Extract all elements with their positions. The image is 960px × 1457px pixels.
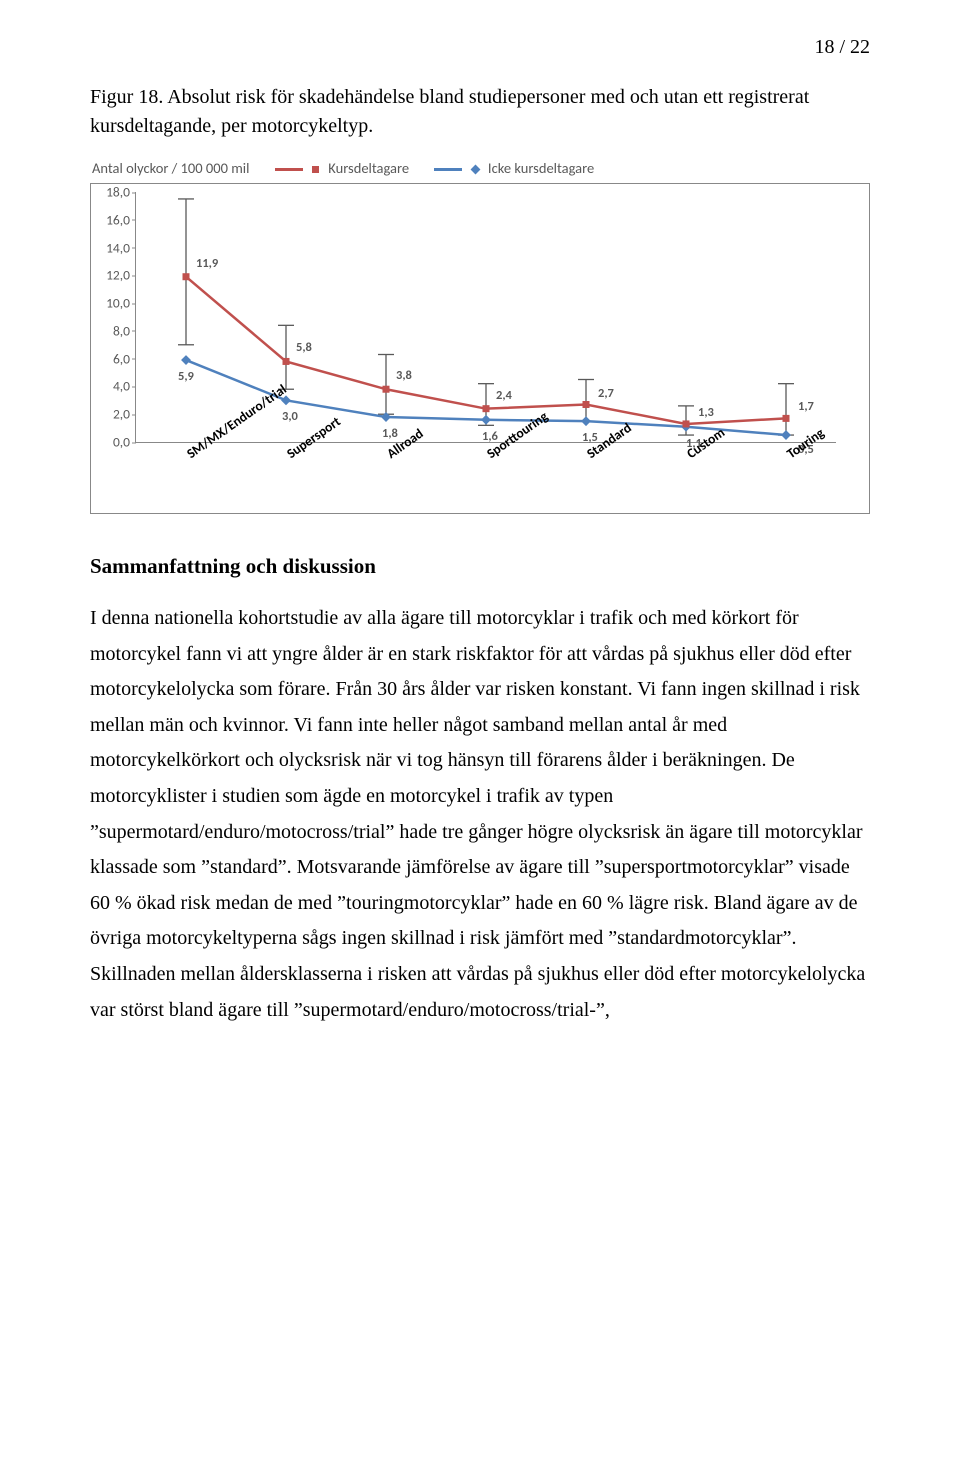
- data-label: 2,7: [598, 386, 614, 401]
- axis-title: Antal olyckor / 100 000 mil: [92, 159, 249, 177]
- data-label: 11,9: [196, 256, 218, 271]
- marker-series-a: [312, 166, 319, 173]
- y-tick: 18,0: [92, 184, 130, 201]
- data-label: 1,7: [798, 399, 814, 414]
- x-tick-label: Supersport: [283, 447, 294, 462]
- data-label: 5,9: [178, 369, 194, 384]
- x-tick-label: SM/MX/Enduro/trial: [183, 447, 194, 462]
- legend-label-b: Icke kursdeltagare: [488, 159, 594, 177]
- y-tick: 14,0: [92, 239, 130, 256]
- page-number: 18 / 22: [90, 36, 870, 59]
- y-tick: 12,0: [92, 267, 130, 284]
- plot-area: 0,02,04,06,08,010,012,014,016,018,011,95…: [135, 192, 836, 443]
- data-label: 3,0: [282, 409, 298, 424]
- swatch-series-b: [434, 168, 462, 171]
- marker-series-b: [470, 165, 480, 175]
- y-tick: 10,0: [92, 295, 130, 312]
- chart-legend: Antal olyckor / 100 000 mil Kursdeltagar…: [92, 159, 870, 177]
- chart-svg: [136, 192, 836, 442]
- x-tick-label: Allroad: [383, 447, 394, 462]
- swatch-series-a: [275, 168, 303, 171]
- x-tick-label: Sporttouring: [483, 447, 494, 462]
- figure-caption: Figur 18. Absolut risk för skadehändelse…: [90, 83, 870, 141]
- x-tick-label: Standard: [583, 447, 594, 462]
- legend-label-a: Kursdeltagare: [328, 159, 409, 177]
- x-axis-labels: SM/MX/Enduro/trial Supersport Allroad Sport…: [135, 443, 835, 513]
- y-tick: 8,0: [92, 322, 130, 339]
- data-label: 1,3: [698, 405, 714, 420]
- data-label: 5,8: [296, 340, 312, 355]
- x-tick-label: Custom: [683, 447, 694, 462]
- section-heading: Sammanfattning och diskussion: [90, 554, 870, 579]
- body-text: I denna nationella kohortstudie av alla …: [90, 601, 870, 1028]
- y-tick: 2,0: [92, 406, 130, 423]
- data-label: 3,8: [396, 368, 412, 383]
- x-tick-label: Touring: [783, 447, 794, 462]
- y-tick: 4,0: [92, 378, 130, 395]
- y-tick: 6,0: [92, 350, 130, 367]
- y-tick: 16,0: [92, 211, 130, 228]
- data-label: 2,4: [496, 388, 512, 403]
- y-tick: 0,0: [92, 434, 130, 451]
- chart-container: 0,0 2,0 4,0 6,0 8,0 10,0 12,0 14,0 16,0 18,0 11,9 5…: [90, 183, 870, 514]
